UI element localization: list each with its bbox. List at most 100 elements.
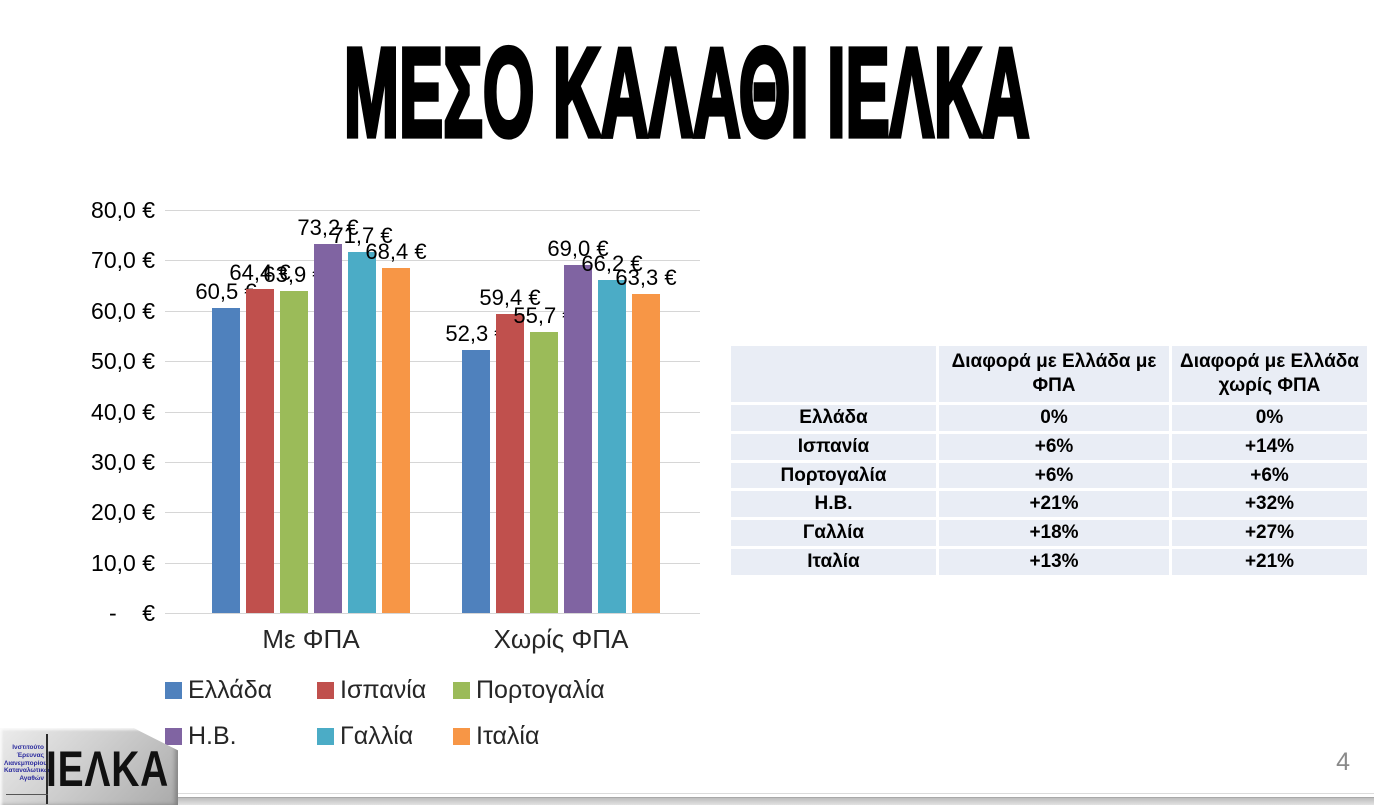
bar-value-label: 63,9 €	[263, 262, 325, 287]
table-cell-value: 0%	[1172, 405, 1367, 431]
bar-value-label: 71,7 €	[331, 223, 393, 248]
bar-Γαλλία-Με ΦΠΑ	[348, 252, 376, 613]
bar-Πορτογαλία-Με ΦΠΑ	[280, 291, 308, 613]
comparison-table: Διαφορά με Ελλάδα με ΦΠΑ Διαφορά με Ελλάδ…	[728, 343, 1370, 578]
gridline	[165, 310, 700, 312]
table-cell-value: +13%	[939, 548, 1169, 575]
logo-subtext: Ινστιτούτο Έρευνας Λιανεμπορίου Καταναλωτικ…	[4, 744, 53, 783]
x-axis: Με ΦΠΑ Χωρίς ΦΠΑ	[165, 624, 700, 658]
bar-value-label: 59,4 €	[479, 285, 541, 310]
ielka-logo: Ινστιτούτο Έρευνας Λιανεμπορίου Καταναλωτικ…	[0, 728, 178, 805]
gridline	[165, 461, 700, 463]
table-cell-value: +6%	[1172, 462, 1367, 489]
gridline	[165, 512, 700, 514]
gridline	[165, 562, 700, 564]
table-cell-value: +27%	[1172, 520, 1367, 546]
table-cell-value: +32%	[1172, 491, 1367, 517]
table-cell-value: 0%	[939, 405, 1169, 431]
legend-item-Πορτογαλία: Πορτογαλία	[453, 676, 673, 704]
legend-item-Γαλλία: Γαλλία	[317, 722, 453, 750]
bar-value-label: 63,3 €	[615, 265, 677, 290]
slide-title: ΜΕΣΟ ΚΑΛΑΘΙ ΙΕΛΚΑ	[343, 21, 1031, 166]
bar-Ιταλία-Με ΦΠΑ	[382, 268, 410, 613]
y-tick-label: - €	[108, 600, 155, 626]
gridline	[165, 260, 700, 262]
table-row-label: Η.Β.	[731, 491, 936, 517]
table-cell-value: +21%	[939, 491, 1169, 517]
legend-label: Η.Β.	[188, 721, 237, 750]
bar-Ισπανία-Με ΦΠΑ	[246, 289, 274, 613]
bar-Ελλάδα-Χωρίς ΦΠΑ	[462, 350, 490, 613]
page-number: 4	[1336, 748, 1350, 776]
table-row-label: Ισπανία	[731, 433, 936, 460]
table-cell-value: +6%	[939, 433, 1169, 460]
legend-swatch	[165, 727, 182, 745]
legend-swatch	[453, 681, 470, 699]
y-tick-label: 30,0 €	[91, 448, 155, 475]
y-axis: 80,0 € 70,0 € 60,0 € 50,0 € 40,0 € 30,0 € 20,0…	[55, 197, 155, 626]
table-row: Ελλάδα 0% 0%	[731, 405, 1367, 431]
legend-label: Πορτογαλία	[476, 675, 605, 704]
legend-item-Η.Β.: Η.Β.	[165, 722, 317, 750]
table-row-label: Ιταλία	[731, 548, 936, 575]
legend-item-Ισπανία: Ισπανία	[317, 676, 453, 704]
y-tick-label: 40,0 €	[91, 398, 155, 425]
table-header-row: Διαφορά με Ελλάδα με ΦΠΑ Διαφορά με Ελλάδ…	[731, 346, 1367, 402]
bar-Ιταλία-Χωρίς ΦΠΑ	[632, 294, 660, 613]
bar-chart: 80,0 € 70,0 € 60,0 € 50,0 € 40,0 € 30,0 € 20,0…	[55, 197, 700, 750]
table-row-label: Πορτογαλία	[731, 462, 936, 489]
table-wrap: Διαφορά με Ελλάδα με ΦΠΑ Διαφορά με Ελλάδ…	[728, 343, 1370, 578]
gridline	[165, 613, 700, 614]
category-label-xoris-fpa: Χωρίς ΦΠΑ	[493, 624, 629, 654]
y-tick-label: 10,0 €	[91, 549, 155, 576]
legend-item-Ελλάδα: Ελλάδα	[165, 676, 317, 704]
table-row: Η.Β. +21% +32%	[731, 491, 1367, 517]
gridline	[165, 210, 700, 211]
bar-value-label: 52,3 €	[445, 321, 507, 346]
table-row: Πορτογαλία +6% +6%	[731, 462, 1367, 489]
bar-value-label: 68,4 €	[365, 239, 427, 264]
bar-value-label: 73,2 €	[297, 215, 359, 240]
y-tick-label: 50,0 €	[91, 348, 155, 375]
bar-Πορτογαλία-Χωρίς ΦΠΑ	[530, 332, 558, 613]
table-header-cell: Διαφορά με Ελλάδα με ΦΠΑ	[939, 346, 1169, 402]
table-cell-value: +14%	[1172, 433, 1367, 460]
bar-Ελλάδα-Με ΦΠΑ	[212, 308, 240, 613]
legend-label: Ελλάδα	[188, 675, 273, 704]
bar-value-label: 69,0 €	[547, 236, 609, 261]
table-header-cell: Διαφορά με Ελλάδα χωρίς ΦΠΑ	[1172, 346, 1367, 402]
category-label-me-fpa: Με ΦΠΑ	[262, 624, 360, 654]
logo-horizontal-line	[6, 794, 48, 795]
legend-swatch	[165, 681, 182, 699]
legend-item-Ιταλία: Ιταλία	[453, 722, 673, 750]
legend-swatch	[317, 727, 334, 745]
table-row-label: Ελλάδα	[731, 405, 936, 431]
gridline	[165, 411, 700, 413]
legend-label: Ιταλία	[476, 721, 540, 750]
legend-swatch	[453, 727, 470, 745]
bar-value-label: 66,2 €	[581, 251, 643, 276]
bar-value-label: 55,7 €	[513, 303, 575, 328]
bar-value-label: 60,5 €	[195, 279, 257, 304]
table-row-label: Γαλλία	[731, 520, 936, 546]
logo-vertical-line	[46, 734, 48, 804]
table-row: Ιταλία +13% +21%	[731, 548, 1367, 575]
table-row: Γαλλία +18% +27%	[731, 520, 1367, 546]
legend-label: Ισπανία	[340, 675, 427, 704]
footer-divider	[0, 793, 1374, 794]
y-tick-label: 80,0 €	[91, 197, 155, 223]
gridline	[165, 361, 700, 363]
bar-Η.Β.-Χωρίς ΦΠΑ	[564, 265, 592, 613]
logo-acronym: ΙΕΛΚΑ	[46, 741, 170, 797]
plot-area: 60,5 € 52,3 € 64,4 € 59,4 € 63,9 € 55,7 € 73,2…	[165, 210, 700, 614]
y-tick-label: 70,0 €	[91, 247, 155, 274]
footer-strip	[0, 797, 1374, 805]
bar-Η.Β.-Με ΦΠΑ	[314, 244, 342, 613]
y-tick-label: 60,0 €	[91, 297, 155, 324]
y-tick-label: 20,0 €	[91, 499, 155, 526]
table-cell-value: +18%	[939, 520, 1169, 546]
table-cell-value: +21%	[1172, 548, 1367, 575]
bar-value-label: 64,4 €	[229, 260, 291, 285]
table-cell-value: +6%	[939, 462, 1169, 489]
